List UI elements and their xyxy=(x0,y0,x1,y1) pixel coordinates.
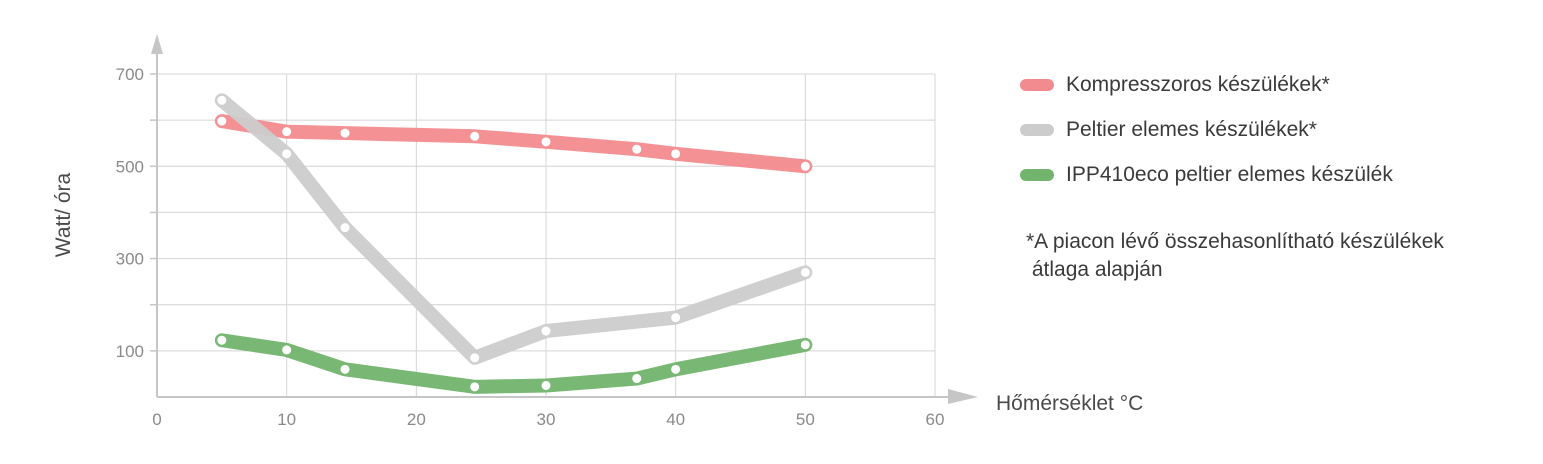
data-point xyxy=(470,131,480,141)
x-tick-label: 40 xyxy=(666,410,685,429)
y-tick-label: 100 xyxy=(116,342,144,361)
x-axis-arrow xyxy=(948,389,978,404)
y-axis-arrow xyxy=(151,34,163,54)
data-point xyxy=(217,116,227,126)
legend-item-peltier: Peltier elemes készülékek* xyxy=(1020,107,1393,152)
legend-item-kompresszoros: Kompresszoros készülékek* xyxy=(1020,62,1393,107)
data-point xyxy=(541,380,551,390)
legend-label: IPP410eco peltier elemes készülék xyxy=(1066,162,1393,186)
data-point xyxy=(282,345,292,355)
data-point xyxy=(340,128,350,138)
data-point xyxy=(671,149,681,159)
data-point xyxy=(470,382,480,392)
axes xyxy=(150,34,978,404)
series-layer xyxy=(214,93,813,394)
data-point xyxy=(800,161,810,171)
data-point xyxy=(217,95,227,105)
legend-label: Peltier elemes készülékek* xyxy=(1066,117,1317,141)
tick-labels: 100 300 500 700 0 10 20 30 40 50 60 xyxy=(116,65,945,429)
x-tick-label: 0 xyxy=(152,410,161,429)
grid xyxy=(157,73,936,397)
legend-item-ipp410eco: IPP410eco peltier elemes készülék xyxy=(1020,152,1393,197)
data-point xyxy=(541,326,551,336)
data-point xyxy=(470,353,480,363)
x-tick-label: 20 xyxy=(407,410,426,429)
legend-label: Kompresszoros készülékek* xyxy=(1066,72,1330,96)
series-line xyxy=(214,114,813,174)
data-point xyxy=(671,364,681,374)
data-point xyxy=(671,313,681,323)
y-tick-label: 500 xyxy=(116,157,144,176)
series-1 xyxy=(214,93,813,365)
x-tick-label: 60 xyxy=(926,410,945,429)
series-line xyxy=(214,333,813,394)
data-point xyxy=(632,144,642,154)
series-2 xyxy=(214,333,813,394)
series-0 xyxy=(214,114,813,174)
legend-swatch-ipp410eco xyxy=(1020,168,1054,181)
x-axis-title: Hőmérséklet °C xyxy=(996,392,1143,415)
x-tick-label: 30 xyxy=(537,410,556,429)
data-point xyxy=(800,267,810,277)
data-point xyxy=(340,223,350,233)
y-tick-label: 300 xyxy=(116,250,144,269)
data-point xyxy=(541,137,551,147)
x-tick-label: 50 xyxy=(796,410,815,429)
y-axis-title: Watt/ óra xyxy=(52,172,75,257)
footnote: *A piacon lévő összehasonlítható készülé… xyxy=(1026,230,1444,281)
legend-swatch-kompresszoros xyxy=(1020,78,1054,91)
legend-swatch-peltier xyxy=(1020,123,1054,136)
legend: Kompresszoros készülékek* Peltier elemes… xyxy=(1020,62,1393,197)
data-point xyxy=(632,374,642,384)
y-tick-label: 700 xyxy=(116,65,144,84)
data-point xyxy=(282,149,292,159)
data-point xyxy=(217,335,227,345)
x-tick-label: 10 xyxy=(277,410,296,429)
data-point xyxy=(800,340,810,350)
data-point xyxy=(282,127,292,137)
data-point xyxy=(340,364,350,374)
